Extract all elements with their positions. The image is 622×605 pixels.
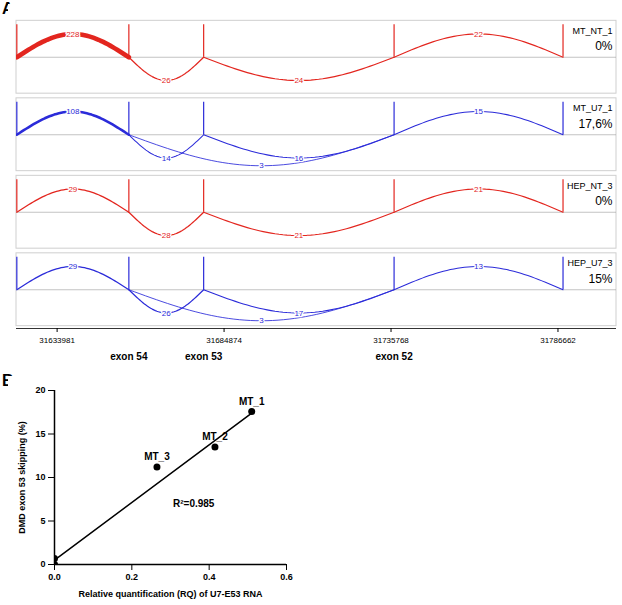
svg-text:0%: 0%	[595, 194, 613, 208]
svg-text:29: 29	[68, 185, 77, 194]
svg-text:17: 17	[294, 309, 303, 318]
svg-text:17,6%: 17,6%	[578, 117, 612, 131]
svg-text:HEP_U7_3: HEP_U7_3	[567, 258, 612, 268]
svg-text:0%: 0%	[595, 39, 613, 53]
svg-text:exon 53: exon 53	[185, 351, 223, 362]
svg-text:31735768: 31735768	[373, 336, 409, 345]
svg-text:29: 29	[68, 262, 77, 271]
svg-text:28: 28	[162, 231, 171, 240]
svg-text:0: 0	[40, 559, 45, 569]
svg-text:20: 20	[35, 385, 45, 395]
svg-text:24: 24	[294, 76, 303, 85]
html-text:B: B	[2, 372, 14, 389]
svg-text:21: 21	[294, 231, 303, 240]
svg-text:MT_U7_1: MT_U7_1	[573, 103, 613, 113]
svg-text:108: 108	[66, 107, 80, 116]
svg-text:15: 15	[474, 107, 483, 116]
svg-text:Relative quantification (RQ) o: Relative quantification (RQ) of U7-E53 R…	[78, 589, 263, 599]
svg-text:MT_3: MT_3	[144, 451, 170, 462]
svg-text:MT_1: MT_1	[239, 396, 265, 407]
svg-text:3: 3	[259, 161, 264, 170]
svg-text:21: 21	[474, 185, 483, 194]
svg-text:exon 54: exon 54	[110, 351, 148, 362]
svg-text:MT_2: MT_2	[202, 431, 228, 442]
svg-text:exon 52: exon 52	[375, 351, 413, 362]
svg-text:HEP_NT_3: HEP_NT_3	[567, 181, 613, 191]
svg-text:DMD exon 53 skipping (%): DMD exon 53 skipping (%)	[17, 421, 27, 534]
svg-text:0.2: 0.2	[126, 572, 139, 582]
svg-text:R²=0.985: R²=0.985	[173, 498, 215, 509]
svg-text:0.0: 0.0	[48, 572, 61, 582]
svg-text:26: 26	[162, 309, 171, 318]
svg-text:0.6: 0.6	[280, 572, 293, 582]
svg-text:0.4: 0.4	[203, 572, 216, 582]
svg-text:14: 14	[162, 154, 171, 163]
svg-text:22: 22	[474, 30, 483, 39]
svg-text:26: 26	[162, 76, 171, 85]
svg-text:31786662: 31786662	[540, 336, 576, 345]
svg-text:31633981: 31633981	[39, 336, 75, 345]
svg-text:MT_NT_1: MT_NT_1	[572, 26, 612, 36]
svg-text:16: 16	[294, 154, 303, 163]
svg-text:31684874: 31684874	[206, 336, 242, 345]
html-text:A: A	[2, 0, 14, 17]
svg-text:15%: 15%	[588, 272, 612, 286]
svg-text:5: 5	[40, 516, 45, 526]
svg-text:15: 15	[35, 429, 45, 439]
svg-text:13: 13	[474, 262, 483, 271]
svg-text:3: 3	[259, 316, 264, 325]
svg-text:10: 10	[35, 472, 45, 482]
svg-text:228: 228	[66, 30, 80, 39]
